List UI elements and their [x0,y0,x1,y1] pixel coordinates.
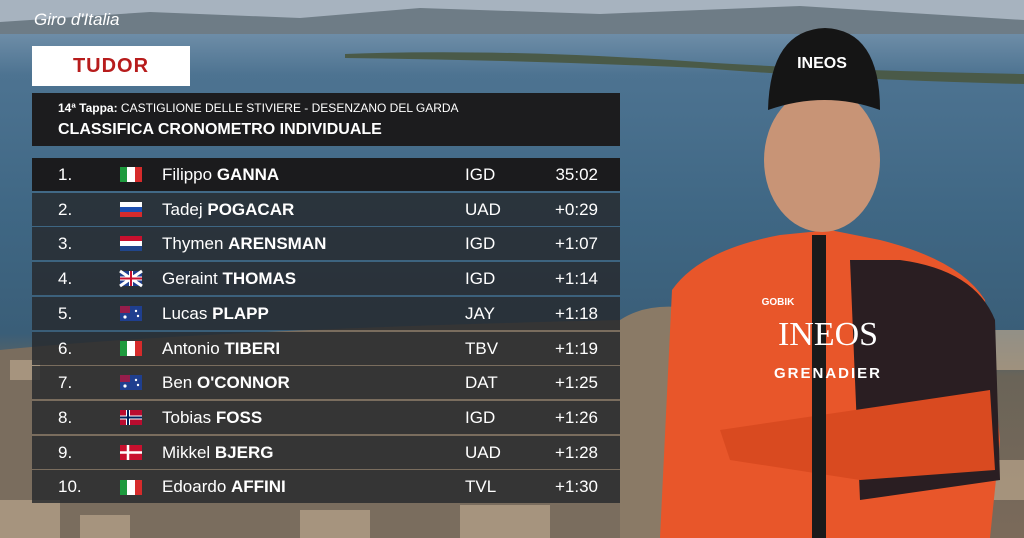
giro-logo: Giro d'Italia [34,10,120,29]
time: +1:18 [554,303,598,323]
first-name: Filippo [162,165,213,184]
team: IGD [465,407,496,427]
result-row: 1. Filippo GANNA IGD 35:02 [32,158,620,191]
time: +1:25 [554,373,598,393]
first-name: Geraint [162,269,218,289]
time: +1:19 [554,338,598,358]
last-name: GANNA [216,165,280,184]
first-name: Mikkel [162,442,211,462]
time: +1:28 [554,442,598,462]
rider-name: Tobias FOSS [162,401,262,434]
team: IGD [465,269,496,289]
rank: 7. [58,373,73,393]
rider-name: Ben O'CONNOR [162,366,290,399]
rider-name: Thymen ARENSMAN [162,227,326,260]
team: UAD [465,442,501,462]
result-row: 5. Lucas PLAPP JAY +1:18 [32,296,620,330]
team: IGD [465,165,496,184]
stage-route: CASTIGLIONE DELLE STIVIERE - DESENZANO D… [120,101,459,115]
last-name: O'CONNOR [196,373,290,393]
result-row: 3. Thymen ARENSMAN IGD +1:07 [32,227,620,261]
last-name: TIBERI [224,338,281,358]
first-name: Lucas [162,303,208,323]
team: DAT [465,373,498,393]
time: +1:07 [554,234,598,254]
rider-name: Lucas PLAPP [162,297,269,330]
rider-name: Geraint THOMAS [162,262,296,295]
rider-name: Antonio TIBERI [162,332,280,365]
time: +1:30 [554,477,598,497]
rider-name: Tadej POGACAR [162,193,294,226]
first-name: Tadej [162,199,203,219]
rank: 9. [58,442,73,462]
jersey-sponsor: GRENADIER [774,365,882,382]
stage-info: 14ª Tappa: CASTIGLIONE DELLE STIVIERE - … [58,101,459,115]
rank: 6. [58,338,73,358]
stage-label: 14ª Tappa: [58,101,118,115]
jersey-kit: GOBIK [762,297,796,308]
jersey-brand: INEOS [778,316,878,353]
rider-name: Edoardo AFFINI [162,470,286,503]
rank: 8. [58,407,73,427]
table-title: CLASSIFICA CRONOMETRO INDIVIDUALE [58,121,382,138]
result-row: 4. Geraint THOMAS IGD +1:14 [32,262,620,296]
first-name: Thymen [162,234,224,254]
team: IGD [465,234,496,254]
first-name: Tobias [162,407,212,427]
time: 35:02 [555,165,598,184]
rider-name: Mikkel BJERG [162,436,273,469]
last-name: AFFINI [231,477,286,497]
rank: 4. [58,269,73,289]
rank: 1. [58,165,73,184]
result-row: 2. Tadej POGACAR UAD +0:29 [32,192,620,226]
result-row: 6. Antonio TIBERI TBV +1:19 [32,331,620,365]
result-row: 10. Edoardo AFFINI TVL +1:30 [32,470,620,504]
first-name: Ben [162,373,193,393]
last-name: POGACAR [207,199,295,219]
first-name: Antonio [162,338,220,358]
time: +1:26 [554,407,598,427]
result-row: 8. Tobias FOSS IGD +1:26 [32,400,620,434]
rider-name: Filippo GANNA [162,158,279,191]
team: JAY [465,303,495,323]
team: TBV [465,338,499,358]
last-name: BJERG [214,442,274,462]
rank: 2. [58,199,73,219]
rank: 3. [58,234,73,254]
last-name: THOMAS [222,269,297,289]
team: TVL [465,477,497,497]
first-name: Edoardo [162,477,227,497]
table-header: 14ª Tappa: CASTIGLIONE DELLE STIVIERE - … [32,93,620,146]
time: +1:14 [554,269,598,289]
sponsor-logo: TUDOR [32,46,190,86]
cap-text: INEOS [797,55,847,72]
rank: 5. [58,303,73,323]
result-row: 9. Mikkel BJERG UAD +1:28 [32,435,620,469]
last-name: PLAPP [212,303,269,323]
time: +0:29 [554,199,598,219]
last-name: FOSS [215,407,263,427]
rider: INEOS INEOS GRENADIER GOBIK [660,28,1000,538]
rank: 10. [58,477,82,497]
result-row: 7. Ben O'CONNOR DAT +1:25 [32,366,620,400]
team: UAD [465,199,501,219]
last-name: ARENSMAN [228,234,327,254]
